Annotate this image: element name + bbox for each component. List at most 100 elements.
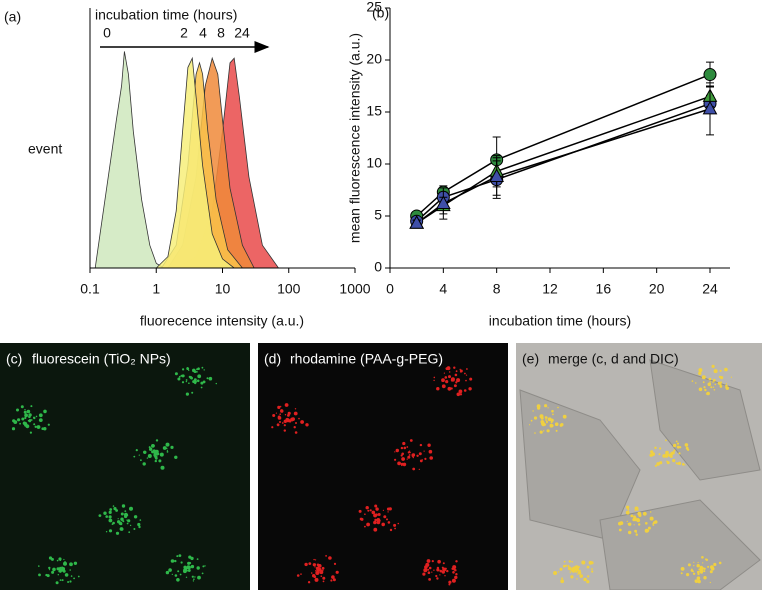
- spot: [143, 450, 146, 454]
- spot: [137, 522, 141, 527]
- spot: [667, 453, 669, 455]
- spot: [441, 570, 445, 574]
- spot: [419, 443, 423, 447]
- panel-label: (e): [522, 351, 539, 367]
- x-axis-title: incubation time (hours): [489, 313, 631, 329]
- spot: [588, 560, 593, 565]
- spot: [122, 520, 125, 523]
- spot: [381, 522, 386, 527]
- spot: [184, 569, 187, 571]
- spot: [166, 449, 168, 451]
- spot: [103, 511, 107, 515]
- spot: [650, 511, 652, 513]
- spot: [23, 410, 27, 414]
- spot: [64, 573, 69, 577]
- spot: [185, 380, 188, 383]
- spot: [695, 382, 697, 384]
- spot: [627, 508, 630, 511]
- spot: [698, 368, 703, 373]
- spot: [291, 419, 294, 422]
- x-tick-label: 20: [649, 281, 665, 297]
- spot: [133, 455, 136, 458]
- spot: [24, 416, 27, 420]
- spot: [38, 413, 43, 418]
- spot: [315, 571, 320, 575]
- spot: [271, 426, 274, 429]
- spot: [279, 405, 282, 408]
- spot: [454, 384, 457, 387]
- x-tick-label: 1000: [339, 281, 370, 297]
- spot: [628, 530, 632, 535]
- spot: [376, 518, 381, 522]
- spot: [401, 457, 405, 461]
- spot: [108, 518, 113, 523]
- spot: [402, 441, 406, 446]
- spot: [419, 459, 423, 463]
- spot: [437, 559, 441, 564]
- spot: [656, 462, 660, 466]
- spot: [672, 459, 676, 463]
- spot: [171, 573, 173, 576]
- x-axis-title: fluorecence intensity (a.u.): [140, 313, 304, 329]
- spot: [117, 520, 121, 524]
- spot: [312, 574, 316, 578]
- spot: [30, 419, 33, 421]
- spot: [133, 515, 138, 519]
- spot: [52, 567, 56, 572]
- spot: [279, 413, 282, 416]
- spot: [61, 579, 64, 582]
- spot: [393, 523, 397, 527]
- spot: [458, 389, 463, 394]
- spot: [279, 421, 281, 423]
- spot: [544, 416, 547, 418]
- spot: [315, 578, 318, 581]
- spot: [634, 529, 637, 533]
- spot: [452, 571, 455, 574]
- spot: [55, 581, 59, 585]
- spot: [455, 573, 458, 576]
- spot: [139, 519, 142, 521]
- spot: [402, 462, 407, 467]
- spot: [27, 419, 30, 422]
- x-tick-label: 10: [215, 281, 231, 297]
- spot: [58, 557, 62, 561]
- spot: [45, 573, 48, 577]
- spot: [652, 524, 655, 526]
- spot: [586, 565, 590, 569]
- spot: [185, 392, 189, 396]
- spot: [625, 505, 630, 509]
- spot: [196, 566, 200, 570]
- spot: [77, 575, 80, 578]
- spot: [293, 411, 298, 416]
- spot: [707, 565, 710, 568]
- spot: [73, 577, 75, 580]
- spot: [280, 409, 284, 413]
- spot: [126, 522, 129, 525]
- spot: [669, 454, 673, 458]
- image-d: [258, 343, 508, 590]
- spot: [701, 375, 706, 380]
- series-line: [416, 95, 711, 224]
- y-axis-title: event: [28, 141, 62, 157]
- spot: [147, 454, 152, 458]
- spot: [676, 442, 680, 445]
- spot: [331, 575, 335, 579]
- spot: [63, 558, 65, 561]
- spot: [400, 446, 404, 450]
- spot: [468, 387, 472, 391]
- spot: [367, 509, 370, 512]
- spot: [409, 439, 413, 442]
- spot: [418, 452, 422, 456]
- spot: [533, 416, 538, 420]
- spot: [436, 569, 439, 571]
- spot: [638, 513, 642, 518]
- spot: [33, 416, 35, 419]
- spot: [725, 384, 728, 387]
- spot: [698, 387, 703, 392]
- spot: [701, 556, 704, 559]
- spot: [719, 384, 722, 387]
- spot: [375, 507, 379, 511]
- spot: [283, 429, 286, 432]
- spot: [658, 453, 661, 456]
- spot: [111, 523, 114, 525]
